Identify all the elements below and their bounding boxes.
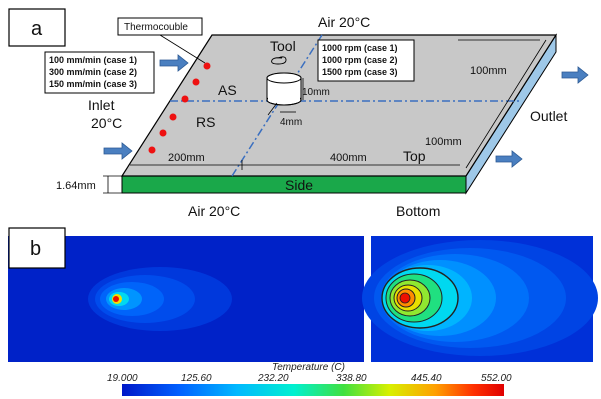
tool-height-label: 10mm [302,87,330,98]
outlet-arrow-bottom-icon [495,150,523,168]
dim-length-400-label: 400mm [330,152,367,164]
tool-cylinder [266,72,302,106]
air-bottom-label: Air 20°C [188,203,240,219]
dim-right-width-label: 100mm [470,65,507,77]
top-face-label: Top [403,148,426,164]
scale-title: Temperature (C) [272,362,345,373]
panel-a: a Thermocouble 100 mm/min (case 1) 300 m… [8,8,589,219]
bottom-face-label: Bottom [396,203,440,219]
outlet-arrow-top-icon [561,66,589,84]
scale-tick-label: 232.20 [257,373,289,384]
tool-label: Tool [270,38,296,54]
rpm-1: 1000 rpm (case 1) [322,43,398,53]
scale-tick-labels: 19.000 125.60 232.20 338.80 445.40 552.0… [107,373,512,384]
panel-a-label: a [31,18,43,40]
thermocouple-points [148,62,211,154]
feed-rate-box [44,51,155,94]
tool-pin-leader [267,102,278,116]
color-scale-bar [122,384,504,396]
cross-centerline [231,34,323,177]
thermocouple-label: Thermocouble [124,22,188,33]
hotspot-right [399,292,411,304]
inlet-arrow-bottom-icon [103,142,133,160]
feed-rate-3: 150 mm/min (case 3) [49,79,137,89]
rpm-box [317,39,415,82]
inlet-temp-label: 20°C [91,115,122,131]
rpm-3: 1500 rpm (case 3) [322,67,398,77]
rpm-2: 1000 rpm (case 2) [322,55,398,65]
feed-rate-2: 300 mm/min (case 2) [49,67,137,77]
hotspot-left [113,296,119,302]
thermocouple-dot [148,146,156,154]
outlet-label: Outlet [530,108,567,124]
air-top-label: Air 20°C [318,14,370,30]
tool-pin-label: 4mm [280,117,302,128]
panel-b: b Temperature (C) 19.000 125.60 232.20 3… [8,227,598,396]
thermocouple-dot [203,62,211,70]
scale-tick-label: 552.00 [481,373,512,384]
dim-front-width-label: 100mm [425,136,462,148]
scale-tick-label: 125.60 [181,373,212,384]
scale-tick-label: 445.40 [411,373,442,384]
thermocouple-leader [159,34,206,64]
scale-tick-label: 19.000 [107,373,138,384]
tool-rotation-icon [271,56,287,65]
panel-b-label: b [30,238,41,260]
thermocouple-dot [169,113,177,121]
panel-b-label-box [8,227,66,269]
retreating-side-label: RS [196,114,215,130]
thermocouple-dot [181,95,189,103]
panel-a-label-box [8,8,66,47]
inlet-arrow-top-icon [159,54,189,72]
advancing-side-label: AS [218,82,237,98]
thickness-label: 1.64mm [56,180,96,192]
feed-rate-1: 100 mm/min (case 1) [49,55,137,65]
thermocouple-dot [192,78,200,86]
side-face-label: Side [285,177,313,193]
scale-tick-label: 338.80 [336,373,367,384]
thermocouple-dot [159,129,167,137]
inlet-label: Inlet [88,97,115,113]
dim-length-200-label: 200mm [168,152,205,164]
dim-right-width-diag [465,39,547,169]
plate-top [120,34,558,177]
